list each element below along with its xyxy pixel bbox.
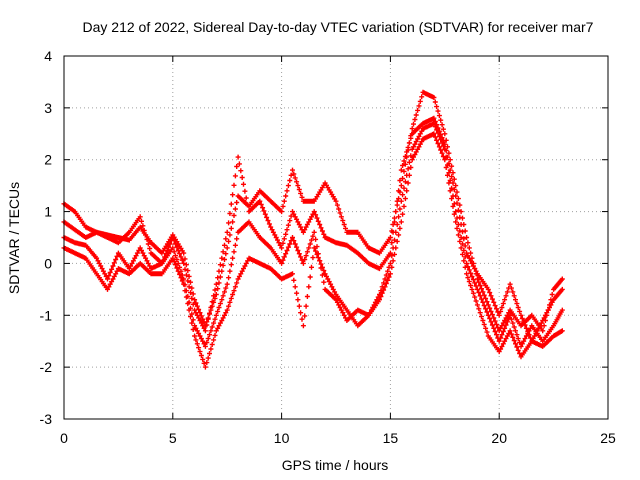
axis-ticks [63,55,609,420]
grid [64,56,608,419]
y-tick-label: 4 [44,48,52,64]
y-tick-label: -3 [40,411,53,427]
y-tick-label: 3 [44,100,52,116]
y-tick-label: -1 [40,307,53,323]
y-axis-label: SDTVAR / TECUs [6,182,22,294]
x-tick-label: 0 [60,430,68,446]
x-axis-label: GPS time / hours [282,457,389,473]
tick-labels: 0 5 10 15 20 25 -3 -2 -1 0 1 2 3 4 [40,48,616,446]
y-tick-label: 2 [44,152,52,168]
x-tick-label: 20 [491,430,507,446]
y-tick-label: -2 [40,359,53,375]
y-tick-label: 1 [44,204,52,220]
chart-title: Day 212 of 2022, Sidereal Day-to-day VTE… [83,19,594,35]
plot-frame [63,55,609,420]
x-tick-label: 5 [169,430,177,446]
y-tick-label: 0 [44,255,52,271]
x-tick-label: 10 [274,430,290,446]
x-tick-label: 25 [600,430,616,446]
x-tick-label: 15 [383,430,399,446]
